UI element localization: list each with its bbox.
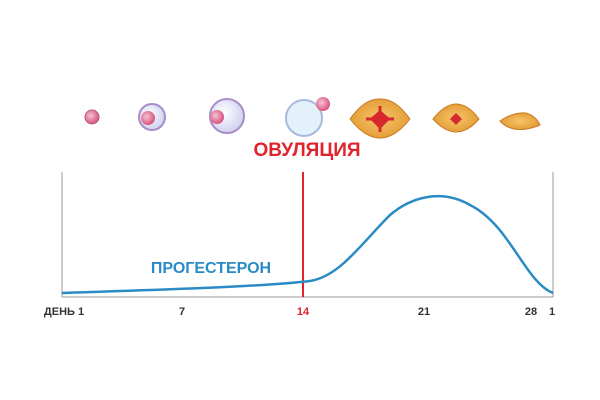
x-tick-label: 14 (297, 306, 310, 318)
x-tick-label: 7 (179, 306, 185, 318)
follicle-stages (84, 97, 541, 139)
x-tick-label: ДЕНЬ 1 (44, 306, 84, 318)
progesterone-curve (61, 195, 554, 295)
curve-label: ПРОГЕСТЕРОН (151, 260, 271, 277)
x-tick-label: 1 (549, 306, 555, 318)
x-tick-label: 21 (418, 306, 430, 318)
x-tick-label: 28 (525, 306, 537, 318)
ovulation-label: ОВУЛЯЦИЯ (253, 140, 360, 161)
